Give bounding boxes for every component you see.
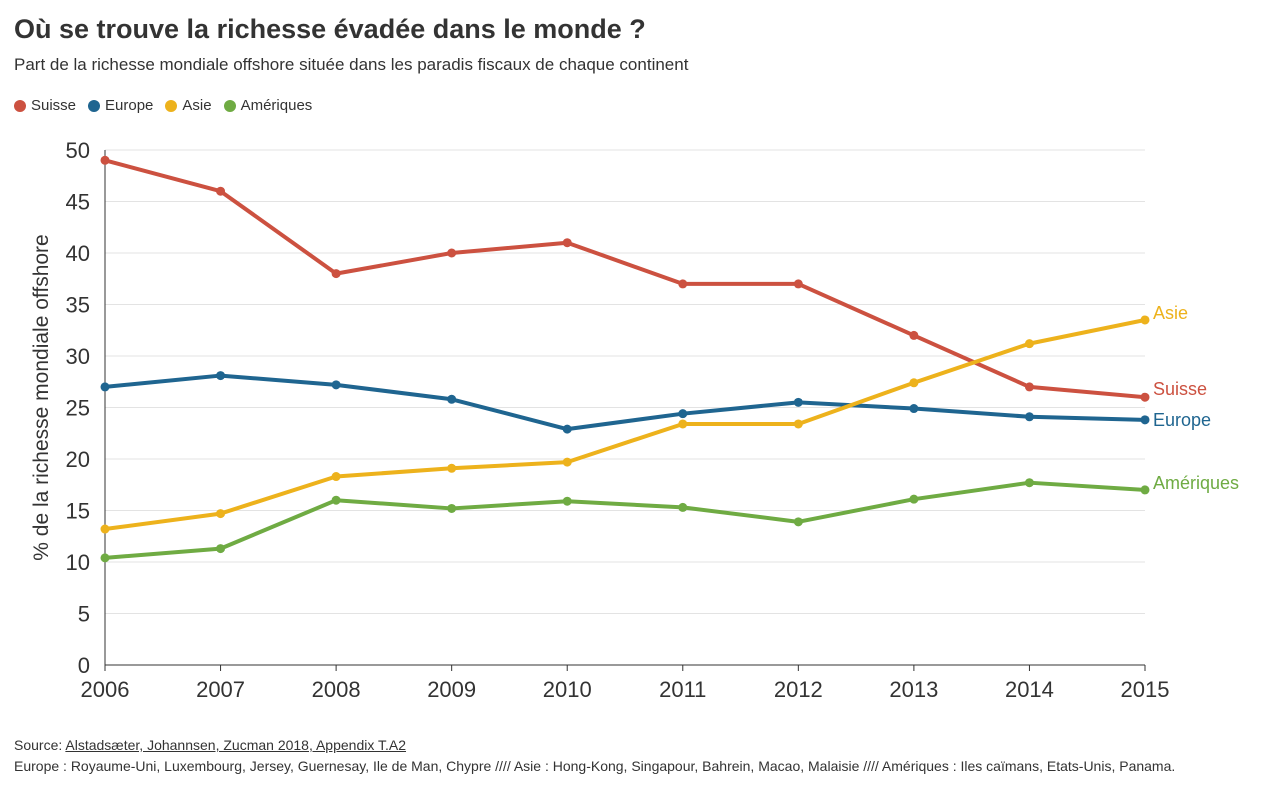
data-point xyxy=(216,509,226,519)
legend-item-3: Amériques xyxy=(223,97,313,114)
data-point xyxy=(100,553,110,563)
x-tick-label: 2010 xyxy=(543,677,592,702)
y-tick-label: 25 xyxy=(66,396,90,421)
data-point xyxy=(678,279,688,289)
y-tick-label: 0 xyxy=(78,653,90,678)
y-axis-title: % de la richesse mondiale offshore xyxy=(30,234,53,560)
data-point xyxy=(100,524,110,534)
data-point xyxy=(447,394,457,404)
data-point xyxy=(1140,485,1150,495)
y-tick-label: 15 xyxy=(66,499,90,524)
legend-label: Suisse xyxy=(31,97,77,114)
x-tick-label: 2013 xyxy=(889,677,938,702)
data-point xyxy=(909,378,919,388)
x-tick-label: 2014 xyxy=(1005,677,1054,702)
chart-title: Où se trouve la richesse évadée dans le … xyxy=(14,14,646,44)
data-point xyxy=(909,494,919,504)
data-point xyxy=(793,517,803,527)
data-point xyxy=(909,330,919,340)
series-line-3 xyxy=(103,480,1147,560)
x-tick-label: 2012 xyxy=(774,677,823,702)
data-point xyxy=(447,248,457,258)
data-point xyxy=(100,155,110,165)
data-point xyxy=(562,496,572,506)
data-point xyxy=(216,186,226,196)
data-point xyxy=(447,463,457,473)
data-point xyxy=(562,424,572,434)
data-point xyxy=(447,503,457,513)
data-point xyxy=(216,544,226,554)
footer-note: Europe : Royaume-Uni, Luxembourg, Jersey… xyxy=(14,758,1176,774)
chart-subtitle: Part de la richesse mondiale offshore si… xyxy=(14,55,689,74)
data-point xyxy=(1024,412,1034,422)
data-point xyxy=(100,382,110,392)
x-tick-label: 2011 xyxy=(659,677,706,702)
series-end-label: Suisse xyxy=(1153,379,1207,399)
data-point xyxy=(331,380,341,390)
source-label: Source: xyxy=(14,737,66,753)
x-tick-label: 2007 xyxy=(196,677,245,702)
source-link[interactable]: Alstadsæter, Johannsen, Zucman 2018, App… xyxy=(65,737,407,753)
y-tick-label: 40 xyxy=(66,241,90,266)
x-tick-label: 2008 xyxy=(312,677,361,702)
legend: Suisse Europe Asie Amériques xyxy=(14,97,312,114)
data-point xyxy=(562,238,572,248)
data-point xyxy=(331,472,341,482)
legend-item-2: Asie xyxy=(165,97,212,114)
data-point xyxy=(331,269,341,279)
data-point xyxy=(678,419,688,429)
data-point xyxy=(909,404,919,414)
legend-swatch xyxy=(14,99,26,112)
data-point xyxy=(1024,382,1034,392)
y-tick-label: 5 xyxy=(78,602,90,627)
y-tick-label: 10 xyxy=(66,550,90,575)
source-line: Source: Alstadsæter, Johannsen, Zucman 2… xyxy=(14,735,1254,756)
series-end-label: Asie xyxy=(1153,303,1188,323)
legend-swatch xyxy=(165,99,178,112)
line-chart: 0 5 10 15 20 25 30 35 40 45 50 2006 2007 2008 2009 2010… xyxy=(30,138,1239,702)
series-line-2 xyxy=(103,317,1147,532)
legend-item-0: Suisse xyxy=(14,97,76,114)
footer: Source: Alstadsæter, Johannsen, Zucman 2… xyxy=(14,735,1254,777)
data-point xyxy=(216,371,226,381)
data-point xyxy=(1140,315,1150,325)
series-end-label: Amériques xyxy=(1153,473,1239,493)
x-tick-label: 2006 xyxy=(81,677,130,702)
data-point xyxy=(331,495,341,505)
data-point xyxy=(1140,392,1150,402)
legend-label: Europe xyxy=(105,97,154,114)
data-point xyxy=(1024,478,1034,488)
data-point xyxy=(793,397,803,407)
series-end-label: Europe xyxy=(1153,410,1211,430)
series-line-1 xyxy=(103,373,1147,432)
data-point xyxy=(1140,415,1150,425)
data-point xyxy=(793,419,803,429)
legend-swatch xyxy=(223,99,236,112)
data-point xyxy=(562,457,572,467)
data-point xyxy=(678,502,688,512)
x-tick-label: 2015 xyxy=(1121,677,1170,702)
data-point xyxy=(1024,339,1034,349)
data-point xyxy=(678,409,688,419)
x-tick-label: 2009 xyxy=(427,677,476,702)
y-tick-label: 35 xyxy=(66,293,90,318)
legend-label: Amériques xyxy=(240,97,313,114)
y-tick-label: 50 xyxy=(66,138,90,163)
legend-label: Asie xyxy=(182,97,212,114)
y-tick-label: 20 xyxy=(66,447,90,472)
legend-swatch xyxy=(88,99,101,112)
y-tick-label: 30 xyxy=(66,344,90,369)
series-line-0 xyxy=(103,158,1147,400)
data-point xyxy=(793,279,803,289)
legend-item-1: Europe xyxy=(88,97,153,114)
y-tick-label: 45 xyxy=(66,190,90,215)
